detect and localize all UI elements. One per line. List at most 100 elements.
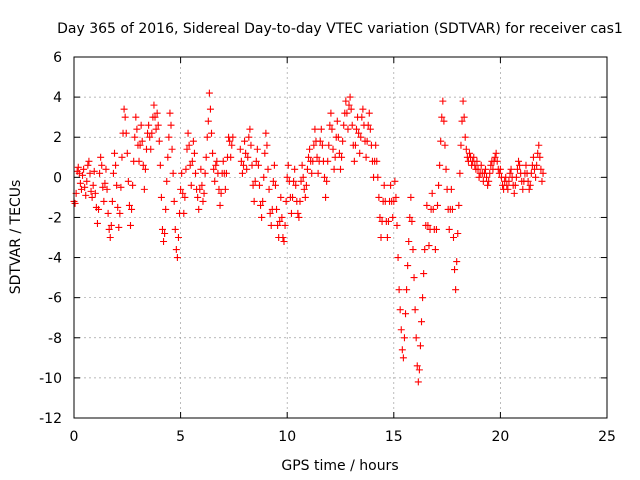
data-point: [152, 125, 160, 133]
data-point: [534, 149, 542, 157]
y-tick-label: 6: [53, 50, 62, 66]
data-point: [352, 125, 360, 133]
data-points: [70, 89, 547, 386]
data-point: [270, 161, 278, 169]
data-point: [219, 157, 227, 165]
data-point: [238, 169, 246, 177]
data-point: [124, 177, 132, 185]
data-point: [257, 201, 265, 209]
data-point: [513, 165, 521, 173]
data-point: [190, 149, 198, 157]
data-point: [249, 181, 257, 189]
data-point: [198, 181, 206, 189]
data-point: [317, 125, 325, 133]
data-point: [83, 177, 91, 185]
data-point: [139, 161, 147, 169]
data-point: [217, 189, 225, 197]
data-point: [439, 97, 447, 105]
data-point: [533, 161, 541, 169]
data-point: [363, 137, 371, 145]
data-point: [287, 209, 295, 217]
data-point: [202, 153, 210, 161]
data-point: [454, 229, 462, 237]
data-point: [156, 161, 164, 169]
data-point: [251, 177, 259, 185]
data-point: [492, 149, 500, 157]
data-point: [377, 234, 385, 241]
data-point: [347, 105, 355, 113]
data-point: [306, 145, 314, 153]
data-point: [136, 141, 144, 149]
data-point: [163, 177, 171, 185]
data-point: [203, 133, 211, 141]
data-point: [403, 286, 411, 294]
data-point: [345, 101, 353, 109]
data-point: [407, 193, 415, 201]
data-point: [125, 201, 133, 209]
data-point: [483, 173, 491, 181]
data-point: [114, 203, 122, 211]
data-point: [372, 141, 380, 149]
data-point: [394, 254, 402, 262]
data-point: [205, 89, 213, 97]
data-point: [168, 145, 176, 153]
data-point: [209, 149, 217, 157]
data-point: [243, 165, 251, 173]
data-point: [215, 185, 223, 193]
data-point: [260, 173, 268, 181]
data-point: [507, 165, 515, 173]
data-point: [269, 177, 277, 185]
data-point: [342, 97, 350, 105]
data-point: [531, 165, 539, 173]
plot-frame: [73, 56, 608, 419]
data-point: [418, 318, 426, 326]
x-tick-label: 25: [598, 429, 616, 445]
data-point: [337, 165, 344, 173]
data-point: [161, 229, 169, 237]
data-point: [271, 181, 279, 189]
data-point: [414, 378, 422, 386]
data-point: [524, 177, 532, 185]
data-point: [102, 165, 110, 173]
data-point: [283, 173, 291, 181]
data-point: [295, 213, 303, 221]
data-point: [173, 254, 181, 262]
data-point: [404, 262, 412, 270]
data-point: [493, 157, 501, 165]
data-point: [436, 161, 444, 169]
y-tick-label: -4: [48, 251, 62, 267]
data-point: [300, 185, 308, 193]
data-point: [505, 177, 513, 185]
data-point: [335, 149, 343, 157]
data-point: [445, 225, 453, 233]
data-point: [284, 161, 292, 169]
data-point: [155, 137, 163, 145]
y-axis-label: SDTVAR / TECUs: [8, 180, 24, 295]
data-point: [187, 181, 195, 189]
data-point: [405, 238, 413, 246]
data-point: [458, 117, 466, 125]
data-point: [90, 167, 98, 175]
data-point: [330, 165, 338, 173]
data-point: [410, 274, 418, 282]
y-tick-label: 2: [53, 130, 62, 146]
data-point: [113, 181, 121, 189]
data-point: [279, 234, 287, 241]
data-point: [154, 121, 162, 129]
data-point: [84, 161, 92, 169]
data-point: [416, 342, 424, 350]
data-point: [390, 197, 398, 205]
data-point: [343, 109, 351, 117]
data-point: [226, 137, 234, 145]
data-point: [325, 141, 333, 149]
data-point: [292, 181, 300, 189]
data-point: [451, 266, 459, 274]
data-point: [415, 366, 423, 374]
data-point: [222, 169, 230, 177]
data-point: [131, 133, 139, 141]
data-point: [384, 217, 392, 225]
data-point: [399, 354, 407, 362]
data-point: [473, 157, 481, 165]
data-point: [245, 133, 253, 141]
